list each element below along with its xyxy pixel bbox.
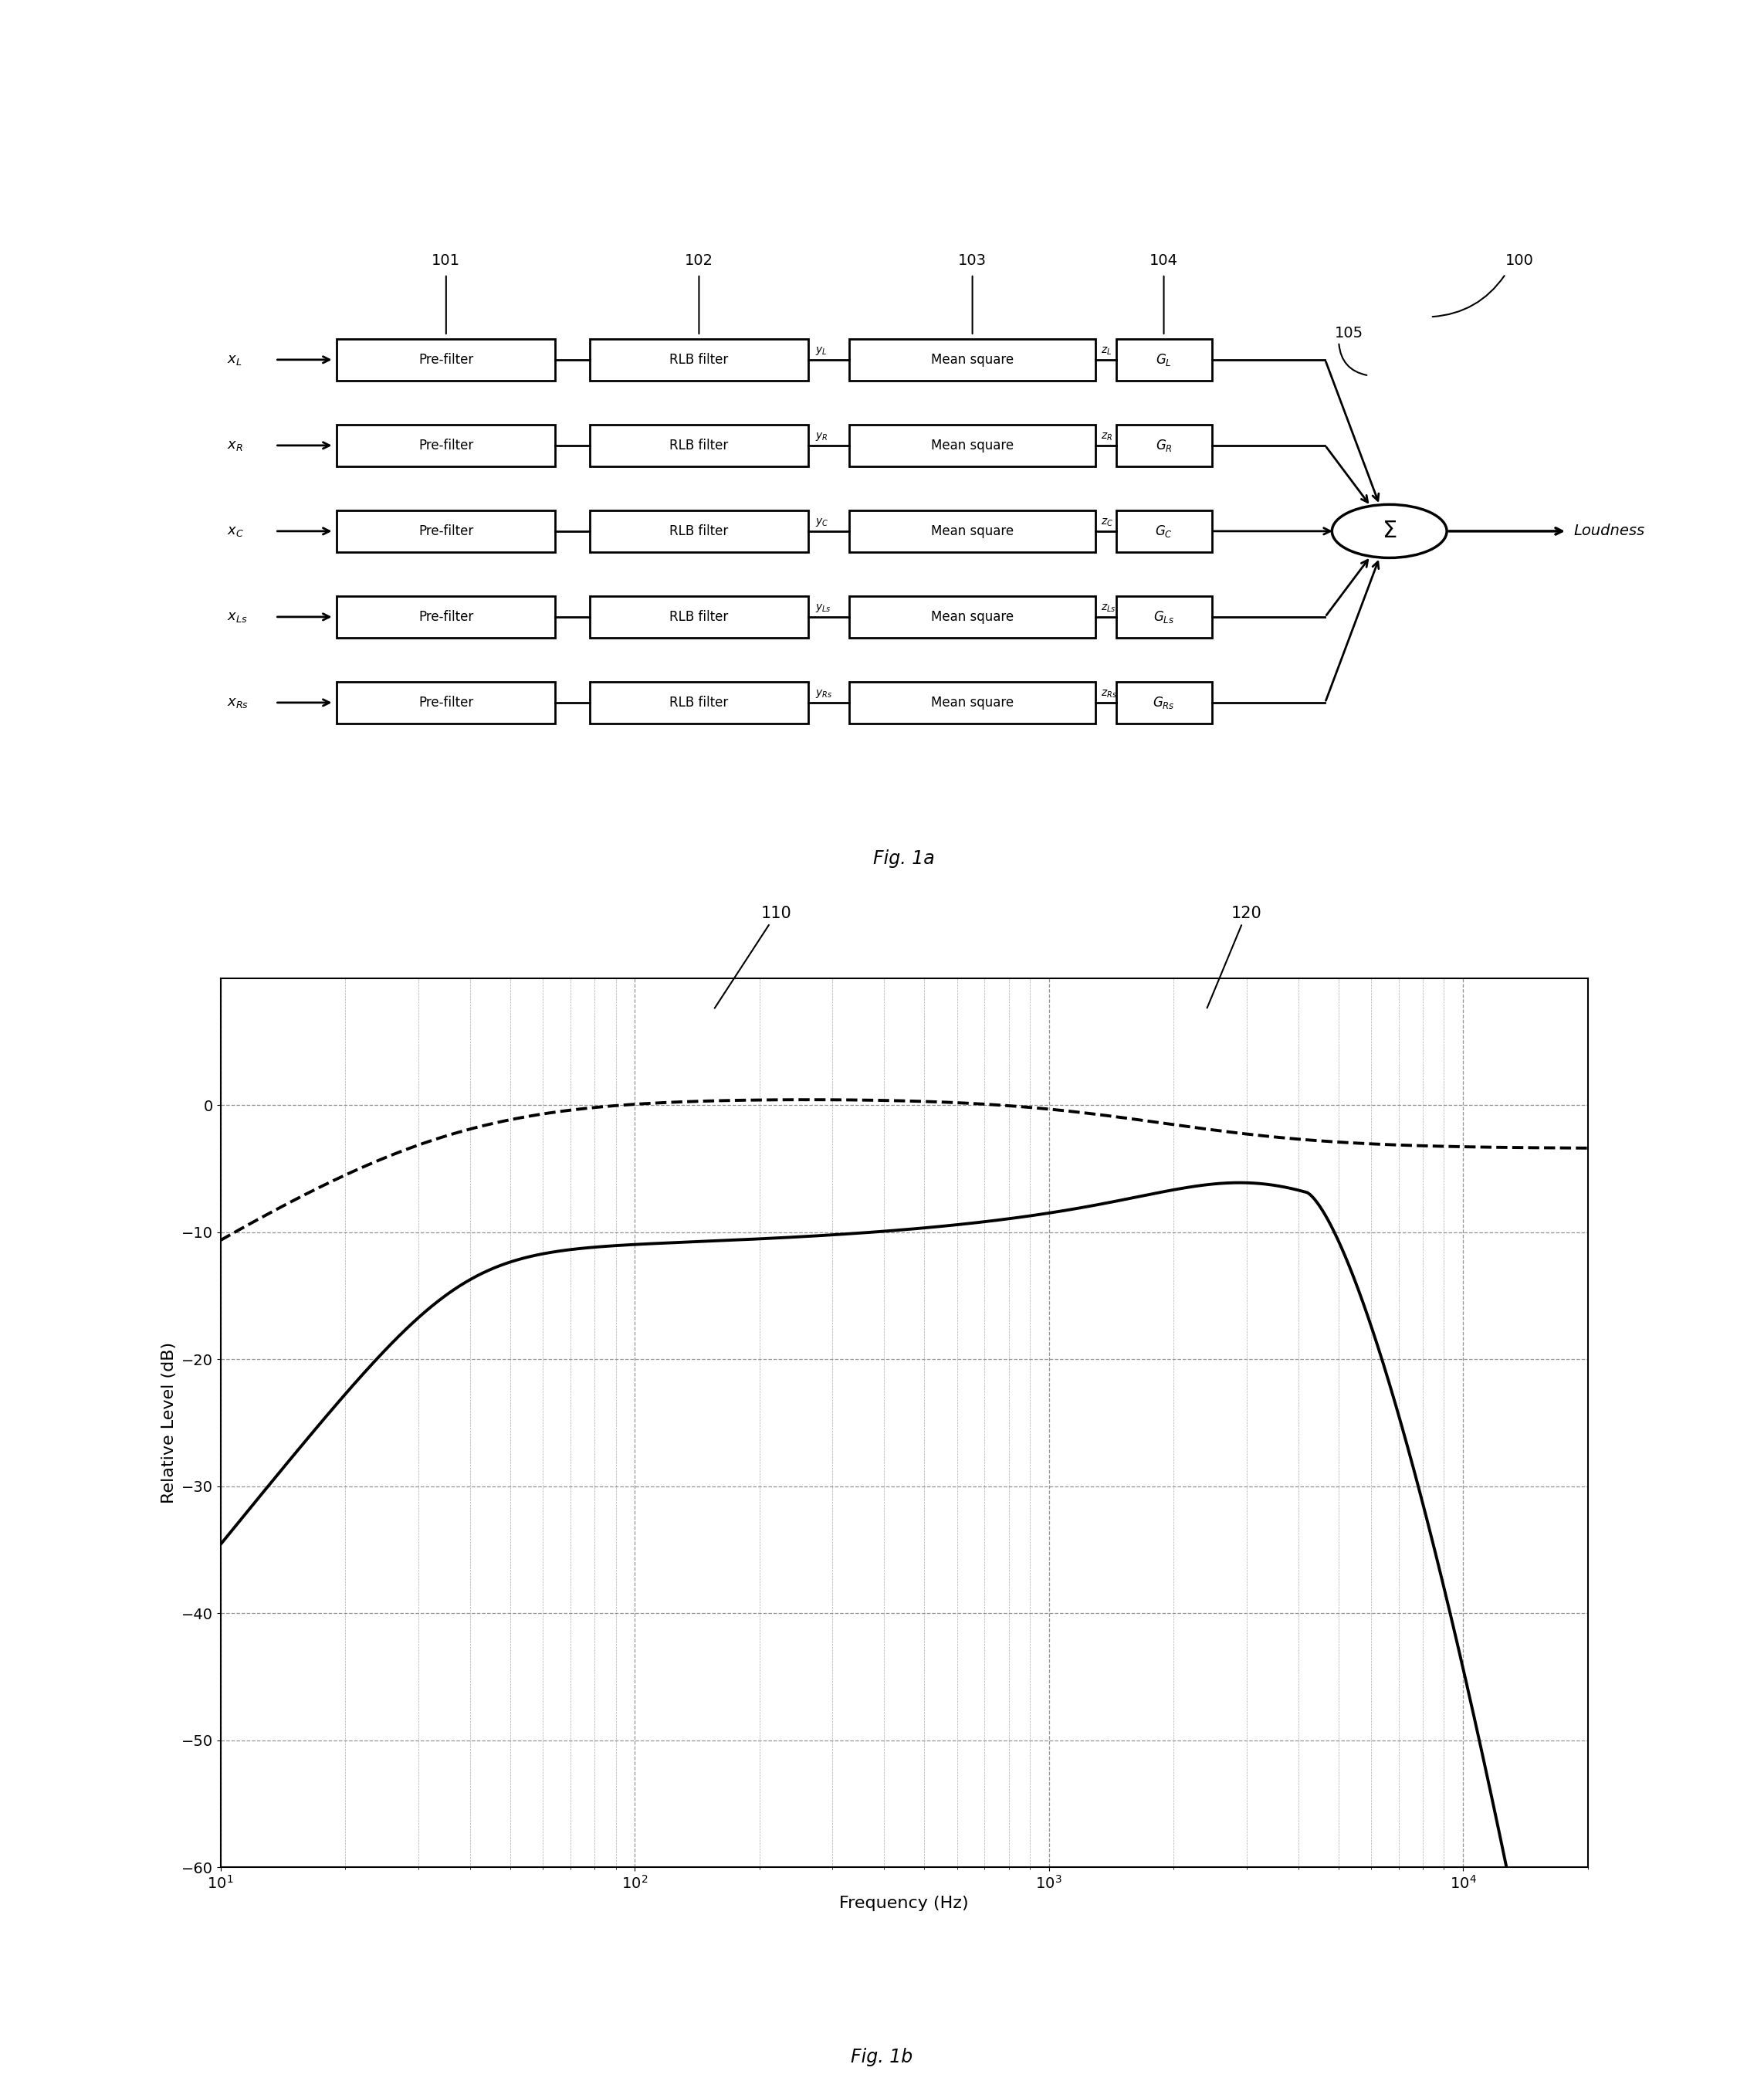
Text: Mean square: Mean square — [931, 697, 1014, 709]
Text: RLB filter: RLB filter — [670, 438, 729, 453]
Bar — [589, 682, 808, 724]
Text: 120: 120 — [1207, 906, 1261, 1007]
Text: $y_{Ls}$: $y_{Ls}$ — [815, 602, 831, 615]
Text: $G_R$: $G_R$ — [1155, 438, 1173, 453]
Text: $x_L$: $x_L$ — [228, 352, 242, 367]
Text: 110: 110 — [714, 906, 792, 1009]
Bar — [1117, 340, 1212, 380]
Bar — [337, 596, 556, 638]
Text: $G_{Rs}$: $G_{Rs}$ — [1152, 694, 1175, 711]
Bar — [1117, 682, 1212, 724]
Text: $z_R$: $z_R$ — [1101, 432, 1113, 443]
Text: RLB filter: RLB filter — [670, 352, 729, 367]
Circle shape — [1332, 504, 1446, 558]
Bar — [589, 596, 808, 638]
Y-axis label: Relative Level (dB): Relative Level (dB) — [162, 1343, 176, 1504]
Text: 102: 102 — [684, 254, 713, 269]
Text: $G_{Ls}$: $G_{Ls}$ — [1154, 608, 1175, 625]
Text: 104: 104 — [1150, 254, 1178, 269]
Text: RLB filter: RLB filter — [670, 611, 729, 623]
Bar — [589, 510, 808, 552]
Text: $\Sigma$: $\Sigma$ — [1381, 520, 1397, 543]
Text: $x_C$: $x_C$ — [228, 524, 243, 537]
Text: Loudness: Loudness — [1573, 524, 1646, 539]
Text: $x_{Ls}$: $x_{Ls}$ — [228, 611, 247, 623]
Text: RLB filter: RLB filter — [670, 697, 729, 709]
Text: Fig. 1a: Fig. 1a — [873, 850, 935, 869]
Text: Pre-filter: Pre-filter — [418, 524, 473, 537]
Text: $y_L$: $y_L$ — [815, 344, 827, 357]
Text: $z_{Ls}$: $z_{Ls}$ — [1101, 602, 1117, 615]
Text: $x_{Rs}$: $x_{Rs}$ — [228, 697, 249, 709]
Bar — [589, 424, 808, 466]
Bar — [337, 682, 556, 724]
Bar — [850, 340, 1095, 380]
X-axis label: Frequency (Hz): Frequency (Hz) — [840, 1897, 968, 1911]
Text: 100: 100 — [1505, 254, 1533, 269]
Bar — [1117, 510, 1212, 552]
Bar — [337, 340, 556, 380]
Text: Pre-filter: Pre-filter — [418, 438, 473, 453]
Text: $z_L$: $z_L$ — [1101, 346, 1111, 357]
Bar — [850, 510, 1095, 552]
Text: Mean square: Mean square — [931, 524, 1014, 537]
Bar — [589, 340, 808, 380]
Bar — [1117, 596, 1212, 638]
Text: $z_C$: $z_C$ — [1101, 516, 1113, 529]
Text: Pre-filter: Pre-filter — [418, 611, 473, 623]
Text: $y_{Rs}$: $y_{Rs}$ — [815, 688, 833, 699]
Text: $y_C$: $y_C$ — [815, 516, 829, 529]
Text: $x_R$: $x_R$ — [228, 438, 243, 453]
Text: $z_{Rs}$: $z_{Rs}$ — [1101, 688, 1117, 699]
Text: Mean square: Mean square — [931, 438, 1014, 453]
Bar — [1117, 424, 1212, 466]
Text: $y_R$: $y_R$ — [815, 430, 827, 443]
Text: 101: 101 — [432, 254, 460, 269]
Bar — [850, 596, 1095, 638]
Bar — [337, 510, 556, 552]
Text: RLB filter: RLB filter — [670, 524, 729, 537]
Text: Mean square: Mean square — [931, 352, 1014, 367]
Text: Mean square: Mean square — [931, 611, 1014, 623]
Bar — [850, 682, 1095, 724]
Text: Pre-filter: Pre-filter — [418, 697, 473, 709]
Bar — [850, 424, 1095, 466]
Text: $G_C$: $G_C$ — [1155, 522, 1173, 539]
Text: 103: 103 — [958, 254, 986, 269]
Bar — [337, 424, 556, 466]
Text: Pre-filter: Pre-filter — [418, 352, 473, 367]
Text: Fig. 1b: Fig. 1b — [850, 2048, 914, 2067]
Text: 105: 105 — [1335, 325, 1364, 340]
Text: $G_L$: $G_L$ — [1155, 352, 1171, 367]
